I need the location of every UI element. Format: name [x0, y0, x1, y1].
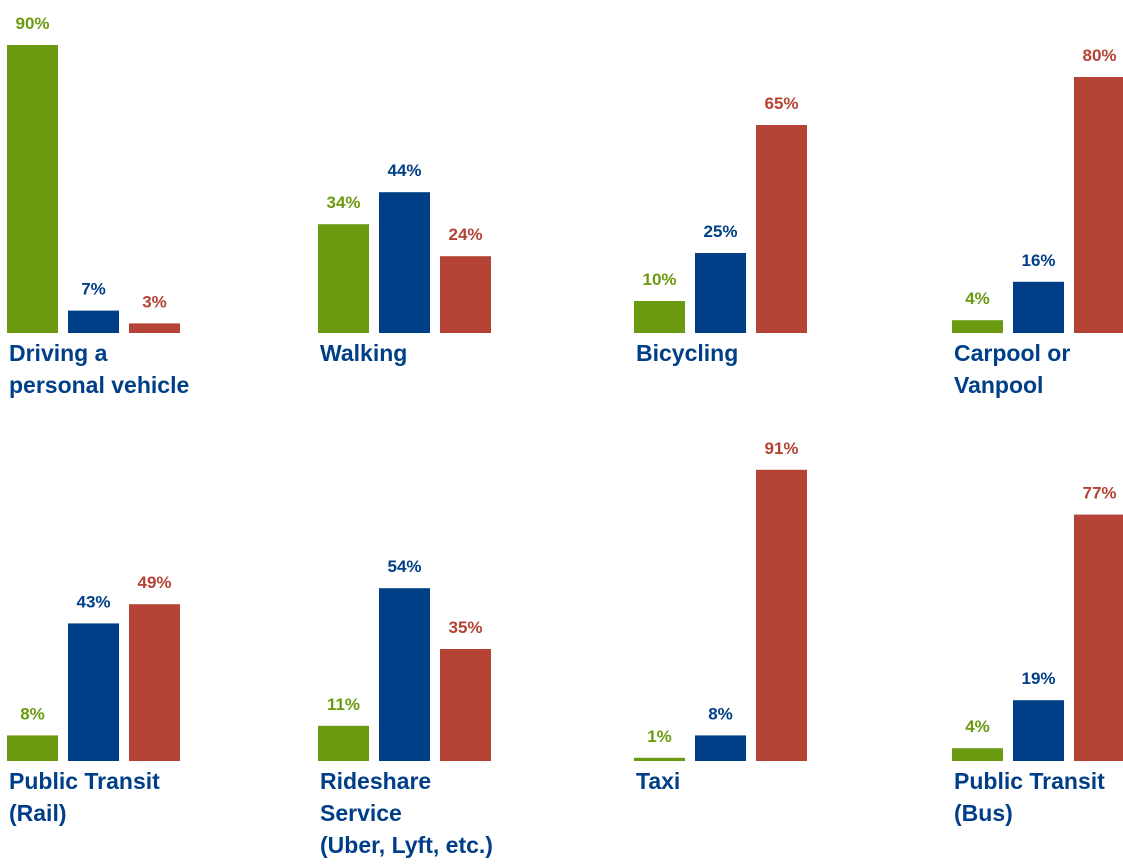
chart-bar	[695, 735, 746, 761]
bar-value-label: 1%	[647, 727, 672, 746]
bar-value-label: 11%	[327, 695, 360, 714]
chart-bar	[1074, 77, 1123, 333]
category-label: Driving a	[9, 340, 108, 366]
chart-bar	[129, 604, 180, 761]
bar-value-label: 35%	[448, 618, 482, 637]
chart-bar	[318, 725, 369, 761]
chart-bar	[440, 649, 491, 761]
bar-value-label: 3%	[142, 292, 167, 311]
chart-bar	[129, 323, 180, 333]
category-label: (Rail)	[9, 800, 67, 826]
bar-value-label: 54%	[387, 557, 421, 576]
chart-group: 8% 43% 49% Public Transit (Rail)	[7, 573, 180, 826]
category-label: Service	[320, 800, 402, 826]
chart-bar	[1013, 700, 1064, 761]
category-label: Carpool or	[954, 340, 1070, 366]
chart-bar	[756, 125, 807, 333]
chart-bar	[756, 469, 807, 761]
bar-value-label: 91%	[764, 439, 798, 458]
category-label: Bicycling	[636, 340, 738, 366]
chart-group: 90% 7% 3% Driving a personal vehicle	[7, 14, 189, 398]
bar-value-label: 24%	[448, 225, 482, 244]
bar-value-label: 8%	[20, 704, 45, 723]
bar-value-label: 65%	[764, 94, 798, 113]
chart-bar	[7, 45, 58, 333]
chart-group: 34% 44% 24% Walking	[318, 161, 491, 366]
chart-group: 11% 54% 35% Rideshare Service (Uber, Lyft, et…	[318, 557, 493, 858]
bar-value-label: 43%	[76, 592, 110, 611]
category-label: Vanpool	[954, 372, 1043, 398]
chart-group: 1% 8% 91% Taxi	[634, 439, 807, 794]
bar-value-label: 4%	[965, 289, 990, 308]
chart-bar	[1074, 514, 1123, 761]
bar-value-label: 10%	[642, 270, 676, 289]
category-label: personal vehicle	[9, 372, 189, 398]
chart-group: 10% 25% 65% Bicycling	[634, 94, 807, 366]
chart-bar	[634, 757, 685, 761]
bar-value-label: 16%	[1021, 251, 1055, 270]
chart-bar	[68, 623, 119, 761]
bar-value-label: 80%	[1082, 46, 1116, 65]
chart-bar	[7, 735, 58, 761]
chart-group: 4% 16% 80% Carpool or Vanpool	[952, 46, 1123, 398]
category-label: Taxi	[636, 768, 680, 794]
bar-value-label: 4%	[965, 717, 990, 736]
chart-bar	[379, 192, 430, 333]
chart-bar	[68, 310, 119, 333]
bar-value-label: 90%	[15, 14, 49, 33]
chart-bar	[1013, 281, 1064, 333]
bar-value-label: 34%	[326, 193, 360, 212]
category-label: Public Transit	[954, 768, 1105, 794]
chart-bar	[318, 224, 369, 333]
bar-value-label: 25%	[703, 222, 737, 241]
chart-bar	[695, 253, 746, 333]
chart-bar	[952, 320, 1003, 333]
bar-value-label: 8%	[708, 704, 733, 723]
category-label: (Uber, Lyft, etc.)	[320, 832, 493, 858]
category-label: Walking	[320, 340, 407, 366]
bar-value-label: 7%	[81, 280, 106, 299]
category-label: (Bus)	[954, 800, 1013, 826]
category-label: Rideshare	[320, 768, 431, 794]
bar-value-label: 19%	[1021, 669, 1055, 688]
chart-group: 4% 19% 77% Public Transit (Bus)	[952, 484, 1123, 826]
category-label: Public Transit	[9, 768, 160, 794]
bar-value-label: 44%	[387, 161, 421, 180]
chart-bar	[440, 256, 491, 333]
bar-value-label: 77%	[1082, 484, 1116, 503]
chart-bar	[634, 301, 685, 333]
chart-bar	[952, 748, 1003, 761]
chart-bar	[379, 588, 430, 761]
bar-value-label: 49%	[137, 573, 171, 592]
